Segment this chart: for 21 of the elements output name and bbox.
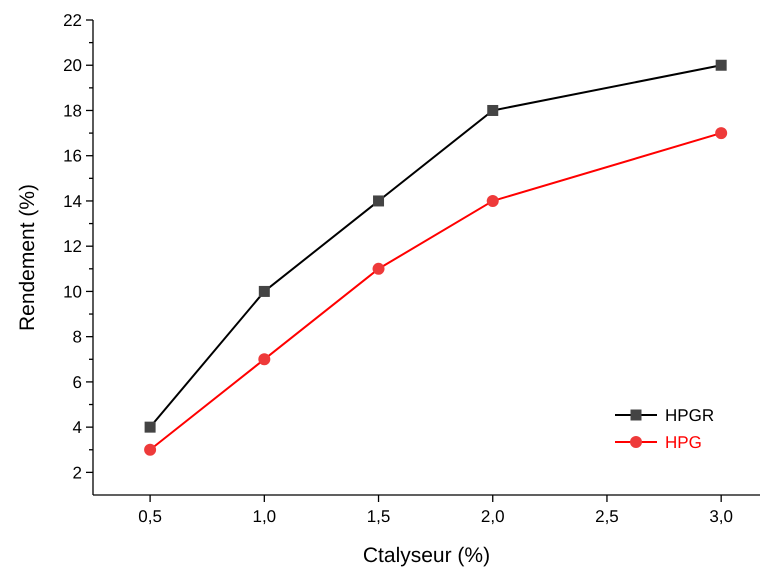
y-tick-label: 14 bbox=[63, 192, 82, 211]
x-tick-label: 2,5 bbox=[595, 507, 619, 526]
x-tick-label: 1,5 bbox=[366, 507, 390, 526]
y-tick-label: 6 bbox=[72, 372, 82, 392]
y-tick-label: 18 bbox=[63, 101, 82, 120]
y-tick-label: 22 bbox=[63, 10, 82, 30]
legend-label: HPG bbox=[665, 432, 702, 452]
legend-label: HPGR bbox=[665, 406, 714, 425]
x-axis-title: Ctalyseur (%) bbox=[362, 544, 490, 567]
y-axis-title: Rendement (%) bbox=[16, 184, 39, 332]
y-tick-label: 16 bbox=[63, 146, 82, 166]
x-tick-label: 3,0 bbox=[709, 507, 733, 526]
y-tick-label: 20 bbox=[63, 56, 82, 76]
x-tick-label: 0,5 bbox=[138, 507, 162, 526]
y-tick-label: 4 bbox=[72, 418, 82, 438]
y-tick-label: 10 bbox=[63, 282, 82, 302]
y-tick-label: 12 bbox=[63, 237, 82, 256]
y-tick-label: 8 bbox=[72, 328, 82, 347]
x-tick-label: 2,0 bbox=[480, 507, 505, 526]
x-tick-label: 1,0 bbox=[252, 507, 276, 526]
y-tick-label: 2 bbox=[72, 463, 82, 482]
